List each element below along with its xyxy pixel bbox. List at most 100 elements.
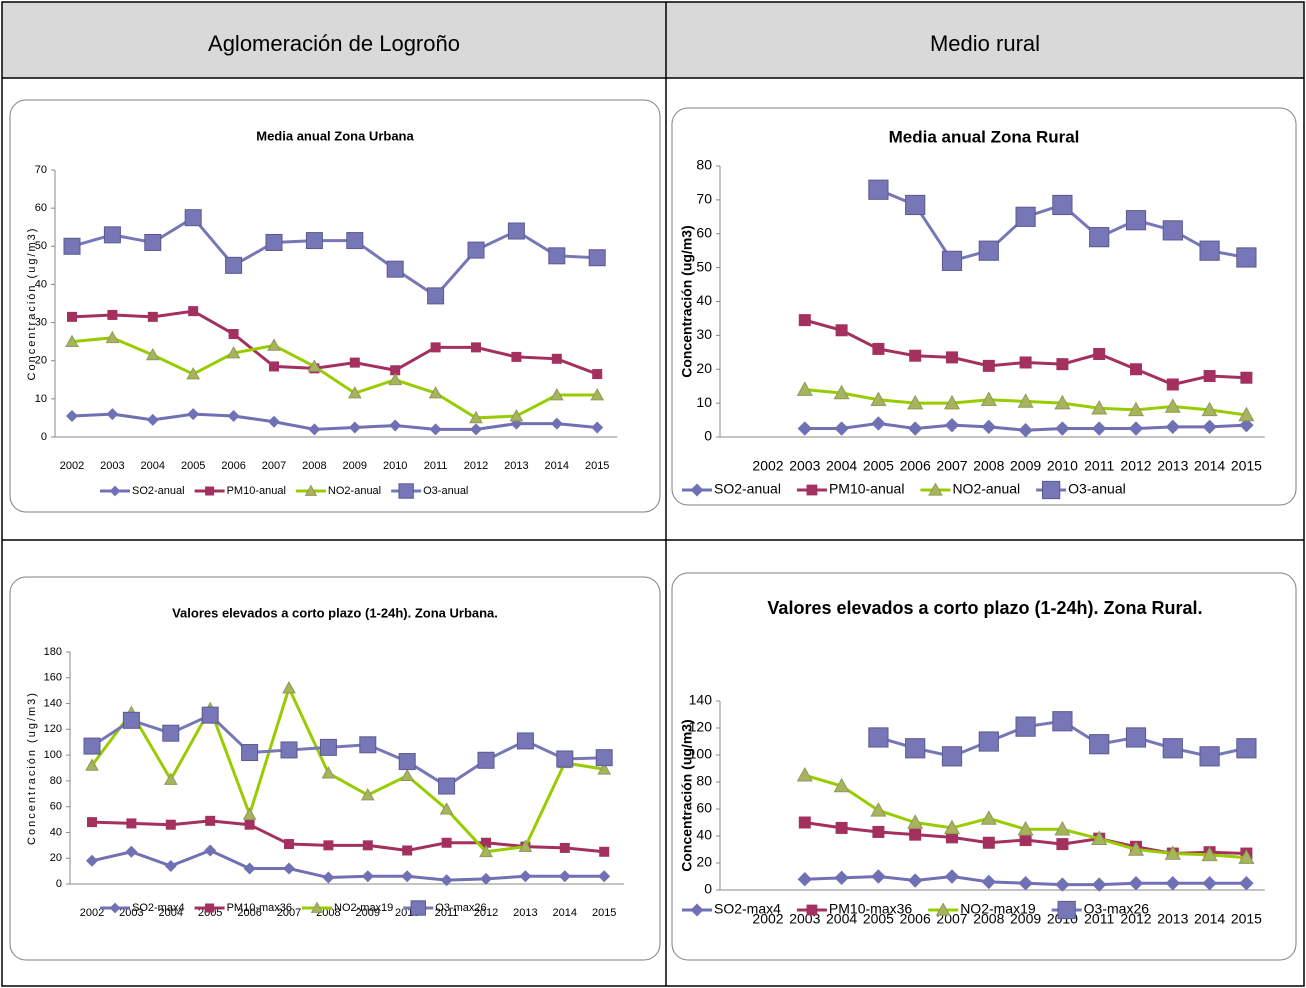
y-tick-label: 40	[35, 278, 47, 290]
marker	[205, 815, 216, 826]
y-tick-label: 80	[50, 775, 62, 787]
marker	[67, 311, 77, 322]
x-tick-label: 2013	[513, 907, 537, 919]
marker	[941, 746, 963, 767]
marker	[322, 871, 335, 884]
marker	[1201, 846, 1218, 862]
marker	[943, 394, 961, 410]
marker	[1130, 363, 1142, 376]
legend-label: SO2-anual	[132, 485, 185, 497]
legend-label: O3-anual	[1068, 481, 1126, 497]
marker	[1162, 220, 1183, 241]
marker	[347, 386, 362, 399]
marker	[163, 772, 178, 785]
legend-marker	[304, 484, 318, 496]
x-tick-label: 2005	[863, 458, 894, 474]
marker	[243, 862, 256, 875]
marker	[323, 840, 334, 851]
marker	[319, 738, 337, 756]
marker	[870, 391, 887, 406]
marker	[402, 845, 413, 856]
legend-marker	[806, 904, 818, 916]
marker	[518, 839, 533, 852]
marker	[400, 768, 415, 782]
marker	[348, 421, 361, 434]
marker	[509, 408, 524, 422]
x-tick-label: 2008	[973, 458, 1004, 474]
legend-marker	[806, 484, 818, 496]
marker	[835, 821, 848, 834]
y-tick-label: 0	[704, 428, 712, 444]
y-tick-label: 20	[696, 360, 712, 376]
marker	[470, 423, 482, 436]
x-tick-label: 2002	[60, 460, 84, 472]
x-tick-label: 2012	[474, 907, 498, 919]
marker	[981, 874, 996, 890]
marker	[551, 353, 562, 364]
x-tick-label: 2015	[1231, 911, 1262, 927]
header-bg	[2, 2, 1304, 78]
marker	[1236, 738, 1257, 759]
marker	[439, 802, 454, 815]
legend-marker	[690, 483, 704, 497]
marker	[126, 818, 137, 829]
legend-marker	[690, 903, 704, 917]
legend-marker	[1042, 480, 1061, 500]
y-tick-label: 20	[696, 854, 712, 870]
y-tick-label: 120	[689, 719, 713, 735]
marker	[1092, 877, 1107, 892]
y-tick-label: 70	[35, 164, 47, 176]
marker	[469, 410, 483, 424]
marker	[1056, 358, 1069, 371]
marker	[1017, 821, 1034, 836]
marker	[1164, 845, 1181, 860]
marker	[870, 802, 887, 817]
legend-label: SO2-anual	[714, 481, 781, 497]
marker	[871, 416, 886, 431]
marker	[346, 232, 364, 250]
marker	[833, 384, 850, 400]
legend-label: SO2-max4	[714, 901, 781, 917]
legend-label: PM10-max36	[227, 902, 292, 914]
marker	[105, 330, 120, 344]
legend-label: NO2-anual	[328, 485, 381, 497]
marker	[359, 736, 377, 754]
x-tick-label: 2004	[826, 911, 857, 927]
y-tick-label: 60	[696, 800, 712, 816]
x-tick-label: 2005	[863, 911, 894, 927]
y-tick-label: 40	[696, 292, 712, 308]
y-tick-label: 100	[44, 749, 62, 761]
y-tick-label: 120	[44, 723, 62, 735]
marker	[440, 874, 453, 887]
y-tick-label: 40	[50, 826, 62, 838]
y-tick-label: 60	[696, 224, 712, 240]
marker	[549, 388, 564, 401]
y-tick-label: 20	[50, 852, 62, 864]
marker	[1128, 876, 1144, 891]
series-line	[90, 683, 605, 854]
marker	[1091, 830, 1108, 845]
marker	[548, 247, 566, 265]
marker	[1164, 398, 1181, 413]
marker	[978, 240, 999, 261]
marker	[946, 831, 958, 844]
x-tick-label: 2002	[752, 458, 783, 474]
x-tick-label: 2009	[343, 460, 367, 472]
x-tick-label: 2002	[80, 907, 104, 919]
marker	[362, 840, 373, 851]
marker	[162, 724, 180, 742]
marker	[427, 287, 445, 305]
marker	[188, 306, 199, 317]
marker	[1017, 393, 1034, 408]
marker	[65, 334, 79, 347]
marker	[588, 249, 606, 267]
marker	[146, 413, 159, 426]
legend-label: SO2-max4	[132, 902, 185, 914]
x-tick-label: 2013	[504, 460, 528, 472]
marker	[798, 314, 811, 327]
marker	[268, 415, 280, 428]
legend-label: O3-max26	[435, 902, 486, 914]
marker	[144, 233, 162, 251]
marker	[556, 750, 574, 768]
x-tick-label: 2007	[262, 460, 286, 472]
